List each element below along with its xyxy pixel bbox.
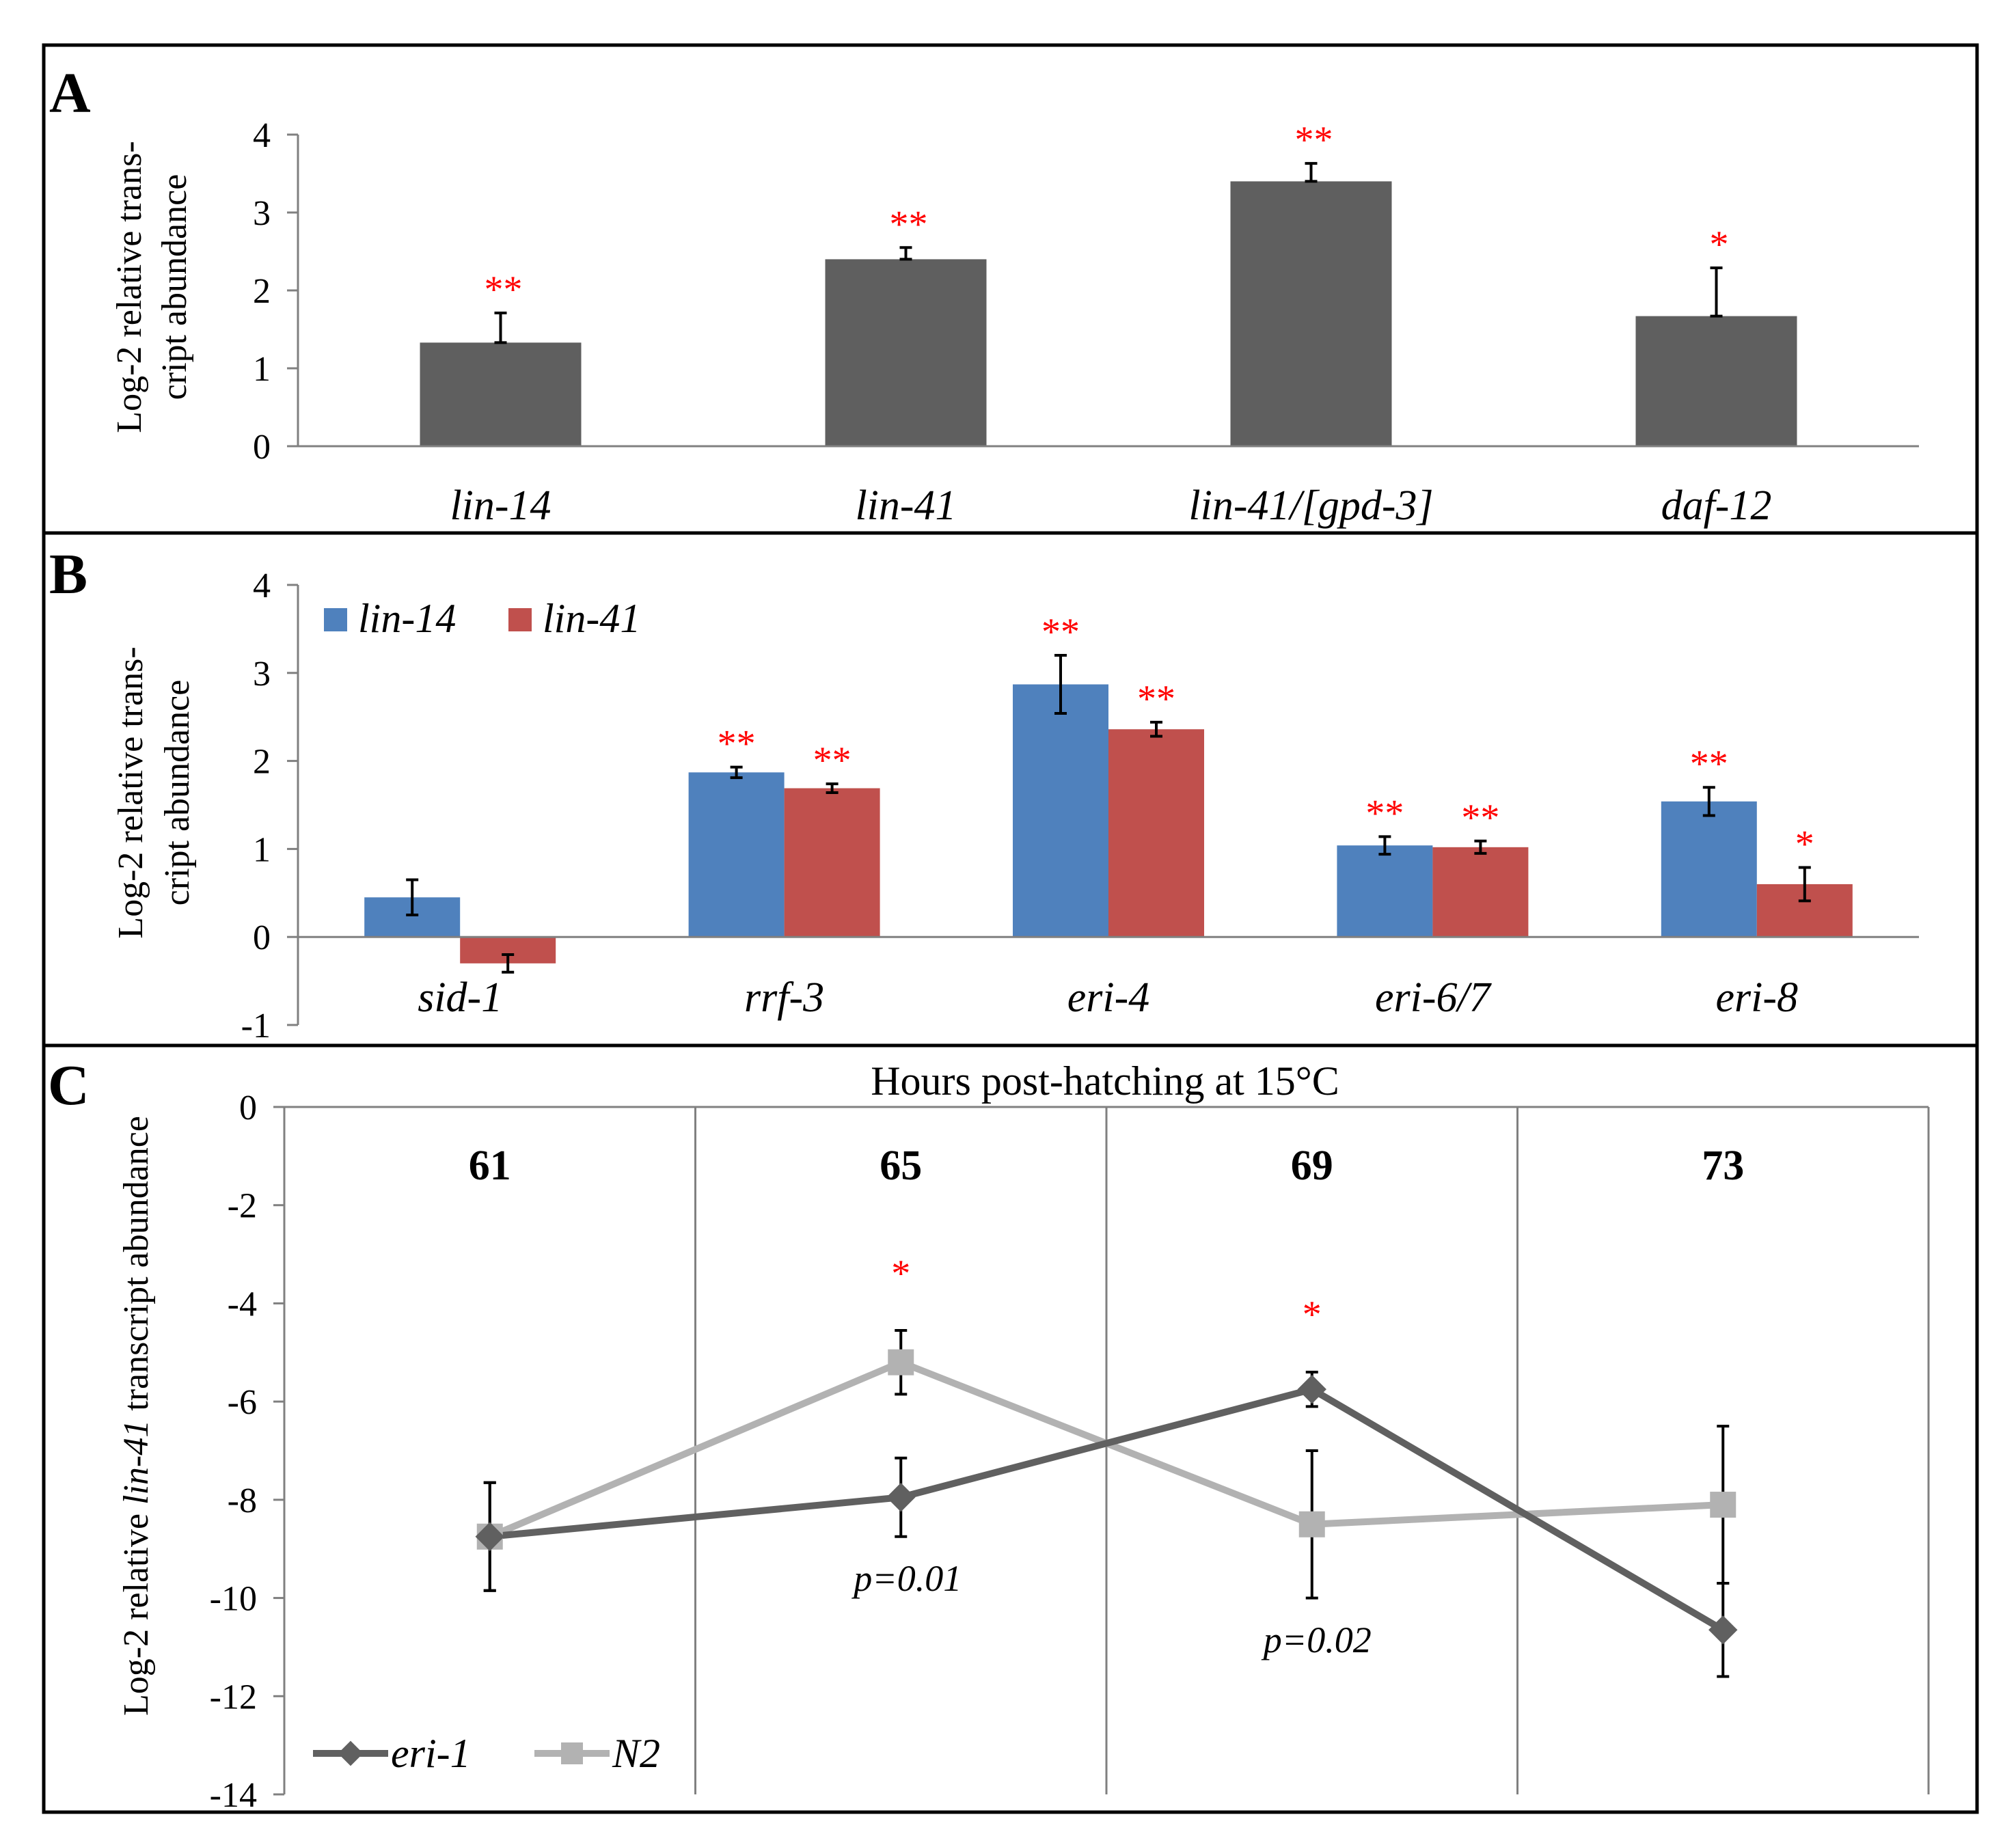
panel-c-marker-eri-1-65	[886, 1483, 916, 1512]
legend-label-n2: N2	[612, 1731, 660, 1776]
panel-b-significance-lin-14-eri-8: **	[1690, 743, 1728, 785]
panel-a-bar-daf-12	[1635, 316, 1797, 446]
panel-b-significance-lin-14-rrf-3: **	[718, 723, 756, 765]
panel-c-line-eri-1	[489, 1386, 1725, 1633]
panel-c-ylabel: Log-2 relative lin-41 transcript abundan…	[117, 1116, 156, 1716]
panel-c-p-value-65: p=0.01	[851, 1558, 962, 1599]
panel-b-bar-lin-14-eri-4	[1013, 684, 1108, 938]
panel-b-bar-lin-41-eri-6-7	[1432, 847, 1529, 938]
panel-a-plot: 0 1 2 3 4 ** lin-14 ** lin-41 ** lin-41/[gpd-3] * da…	[253, 116, 1919, 529]
panel-b-bar-lin-41-rrf-3	[784, 788, 880, 938]
legend-marker-n2	[561, 1742, 583, 1764]
panel-b-x-label-eri-8: eri-8	[1716, 974, 1799, 1021]
panel-c-significance-69: *	[1303, 1294, 1322, 1336]
panel-b-x-label-eri-4: eri-4	[1067, 974, 1150, 1021]
panel-a-significance-daf-12: *	[1710, 223, 1729, 266]
panel-c-y-tick-label: -8	[228, 1481, 257, 1520]
panel-b-plot: -1 0 1 2 3 4 sid-1 ** ** rrf-3 ** ** eri-4 ** ** eri-6/…	[241, 566, 1919, 1045]
panel-c-hour-label-73: 73	[1702, 1143, 1744, 1189]
panel-a-significance-lin-14: **	[485, 269, 523, 311]
panel-a-y-tick-label: 3	[253, 194, 271, 233]
panel-b-x-label-eri-6-7: eri-6/7	[1375, 974, 1493, 1021]
panel-a-bar-lin-41	[825, 259, 987, 446]
panel-b-ylabel-line2: cript abundance	[158, 680, 197, 906]
panel-b-significance-lin-41-eri-8: *	[1795, 823, 1814, 865]
panel-c-frame	[42, 1043, 1979, 1814]
panel-a-y-tick-label: 1	[253, 350, 271, 389]
panel-c: C Hours post-hatching at 15°C Log-2 rela…	[42, 1043, 1979, 1815]
panel-b-y-tick-label: -1	[241, 1007, 271, 1045]
panel-c-hour-label-65: 65	[880, 1143, 922, 1189]
panel-c-y-tick-label: -4	[228, 1285, 257, 1324]
panel-b-significance-lin-14-eri-4: **	[1041, 611, 1080, 653]
panel-a-y-tick-label: 0	[253, 428, 271, 467]
panel-a-y-tick-label: 4	[253, 116, 271, 155]
panel-c-y-tick-label: -10	[210, 1580, 257, 1619]
panel-c-title: Hours post-hatching at 15°C	[871, 1058, 1339, 1104]
panel-b-significance-lin-14-eri-6-7: **	[1365, 792, 1404, 834]
panel-b-y-tick-label: 2	[253, 743, 271, 782]
panel-a-x-label-lin-41: lin-41	[855, 482, 956, 529]
panel-c-y-tick-label: -2	[228, 1187, 257, 1226]
panel-a-frame	[42, 43, 1979, 535]
panel-a-x-label-lin-41-gpd-3: lin-41/[gpd-3]	[1188, 482, 1433, 529]
panel-c-y-tick-label: -6	[228, 1383, 257, 1422]
panel-b-significance-lin-41-rrf-3: **	[813, 739, 852, 782]
panel-a-significance-lin-41-gpd-3: **	[1295, 119, 1333, 161]
panel-b-label: B	[49, 543, 87, 606]
panel-c-p-value-69: p=0.02	[1261, 1619, 1372, 1660]
panel-b-bar-lin-41-eri-4	[1108, 729, 1204, 938]
panel-b-significance-lin-41-eri-4: **	[1137, 678, 1175, 720]
legend-label-lin-41: lin-41	[543, 596, 640, 641]
panel-a-x-label-daf-12: daf-12	[1661, 482, 1772, 529]
panel-c-y-tick-label: -12	[210, 1678, 257, 1716]
panel-c-y-tick-label: -14	[210, 1776, 257, 1815]
panel-c-marker-n2-65	[888, 1349, 914, 1376]
panel-a-significance-lin-41: **	[890, 203, 928, 245]
panel-c-marker-n2-73	[1710, 1492, 1736, 1518]
panel-a-x-label-lin-14: lin-14	[450, 482, 551, 529]
panel-a-label: A	[49, 61, 91, 125]
panel-b-y-tick-label: 4	[253, 566, 271, 605]
panel-a-y-tick-label: 2	[253, 272, 271, 311]
panel-b-x-label-sid-1: sid-1	[418, 974, 502, 1021]
panel-b-bar-lin-14-rrf-3	[688, 772, 785, 938]
legend-label-lin-14: lin-14	[358, 596, 456, 641]
panel-c-marker-eri-1-69	[1297, 1374, 1326, 1404]
panel-b-legend: lin-14 lin-41	[324, 596, 640, 641]
panel-a-ylabel-line2: cript abundance	[155, 174, 194, 400]
panel-c-y-tick-label: 0	[239, 1089, 257, 1127]
panel-b-y-tick-label: 3	[253, 655, 271, 694]
panel-c-ylabel-part2: lin-41	[117, 1420, 156, 1505]
legend-swatch-lin-41	[508, 608, 532, 631]
panel-b-significance-lin-41-eri-6-7: **	[1461, 797, 1499, 839]
panel-a: A Log-2 relative trans- cript abundance …	[42, 43, 1979, 535]
panel-c-hour-label-69: 69	[1291, 1143, 1333, 1189]
panel-a-ylabel-line1: Log-2 relative trans-	[110, 141, 149, 433]
panel-a-bar-lin-41-gpd-3	[1230, 181, 1392, 446]
panel-b-ylabel-line1: Log-2 relative trans-	[111, 646, 150, 938]
panel-b-bar-lin-14-eri-8	[1661, 801, 1757, 938]
panel-c-legend: eri-1 N2	[313, 1731, 660, 1776]
legend-marker-eri-1	[338, 1740, 364, 1766]
panel-a-bar-lin-14	[420, 342, 582, 446]
panel-c-hour-label-61: 61	[469, 1143, 511, 1189]
panel-c-significance-65: *	[891, 1253, 910, 1295]
panel-c-ylabel-part1: Log-2 relative	[117, 1505, 156, 1716]
panel-b-y-tick-label: 1	[253, 830, 271, 869]
panel-c-label: C	[48, 1054, 90, 1117]
panel-c-plot: 0 -2 -4 -6 -8 -10 -12 -14 61 65 69 73 * * p=0.01 p=0.02	[210, 1089, 1930, 1815]
legend-swatch-lin-14	[324, 608, 347, 631]
panel-b: B Log-2 relative trans- cript abundance …	[42, 531, 1979, 1048]
panel-c-ylabel-part3: transcript abundance	[117, 1116, 156, 1420]
panel-b-y-tick-label: 0	[253, 918, 271, 957]
panel-c-marker-n2-69	[1298, 1511, 1325, 1537]
panel-b-bar-lin-14-eri-6-7	[1337, 845, 1433, 938]
panel-b-x-label-rrf-3: rrf-3	[744, 974, 824, 1021]
legend-label-eri-1: eri-1	[391, 1731, 471, 1776]
panel-c-marker-eri-1-73	[1708, 1615, 1738, 1645]
